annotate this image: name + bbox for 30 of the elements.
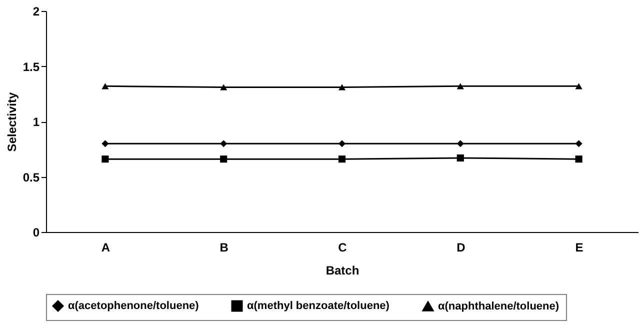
point [102,140,109,148]
x-tick-label: E [575,240,584,254]
y-tick-label: 1.5 [22,60,40,74]
point [338,84,346,90]
y-tick-label: 0.5 [22,170,40,184]
x-axis-title: Batch [326,264,360,278]
legend-label: α(naphthalene/toluene) [438,300,560,312]
point [575,156,582,163]
x-tick-label: A [101,240,110,254]
point [456,83,464,90]
x-tick-label: B [220,240,229,254]
y-tick-label: 0 [32,226,40,240]
point [102,156,109,163]
point [220,84,228,90]
point [338,156,346,163]
y-tick-label: 1 [32,115,40,129]
point [575,83,582,90]
y-tick-label: 2 [32,4,40,18]
legend-label: α(methyl benzoate/toluene) [247,300,390,312]
point [456,140,464,148]
y-axis-title: Selectivity [4,92,19,152]
point [575,140,582,148]
point [456,154,464,162]
point [220,156,228,163]
point [220,140,228,148]
point [102,83,109,90]
x-tick-label: D [456,240,466,254]
legend-label: α(acetophenone/toluene) [68,300,200,312]
x-tick-label: C [338,240,348,254]
point [338,140,346,148]
